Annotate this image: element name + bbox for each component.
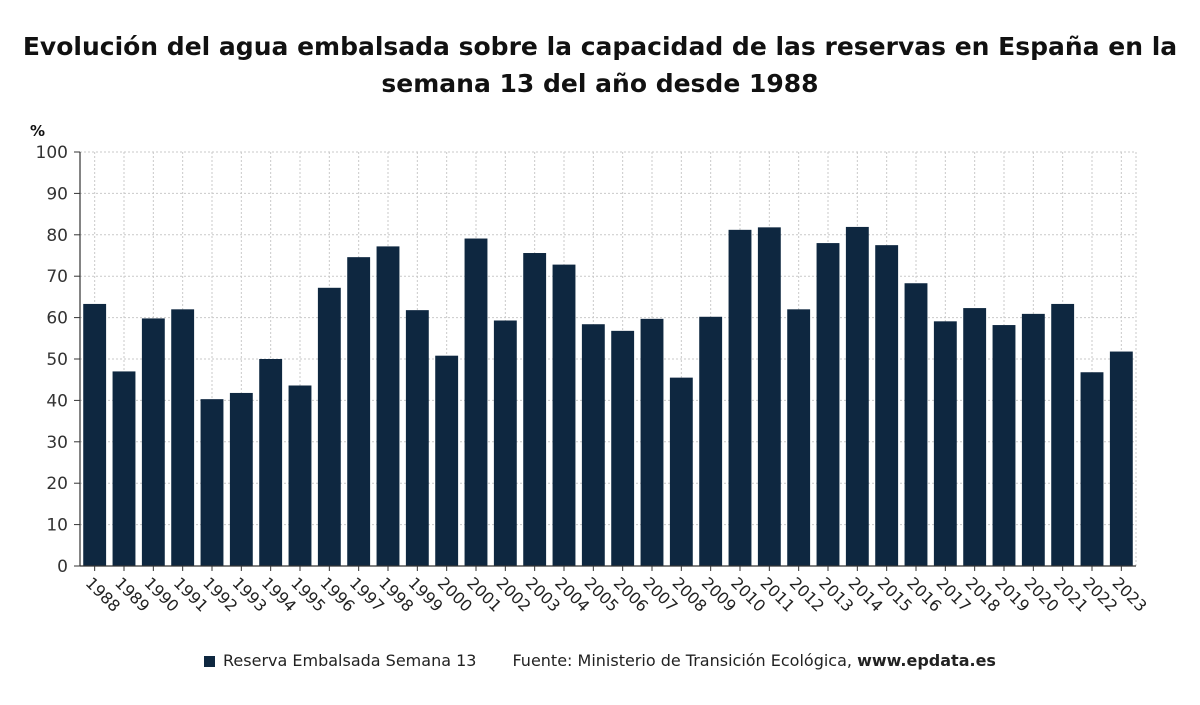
y-tick-label: 90 xyxy=(46,184,68,204)
source-label: Fuente: Ministerio de Transición Ecológi… xyxy=(512,651,852,670)
y-tick-label: 30 xyxy=(46,433,68,453)
bar-2007 xyxy=(640,318,664,566)
bar-2020 xyxy=(1021,313,1045,566)
y-tick-label: 100 xyxy=(36,143,68,163)
y-tick-label: 40 xyxy=(46,391,68,411)
bar-2015 xyxy=(875,245,899,566)
bar-1989 xyxy=(112,371,136,566)
chart-title: Evolución del agua embalsada sobre la ca… xyxy=(22,32,1178,98)
bar-1990 xyxy=(141,318,165,566)
bar-2012 xyxy=(787,309,811,566)
y-tick-label: 20 xyxy=(46,474,68,494)
bar-1993 xyxy=(229,392,253,566)
bar-1994 xyxy=(259,359,283,566)
legend-swatch xyxy=(204,656,216,667)
bar-1998 xyxy=(376,246,400,566)
bar-1995 xyxy=(288,385,312,566)
y-axis-unit-label: % xyxy=(30,122,45,140)
bar-2023 xyxy=(1109,351,1133,566)
bar-2009 xyxy=(699,316,723,566)
bar-2004 xyxy=(552,264,576,566)
bar-2010 xyxy=(728,229,752,566)
y-tick-label: 0 xyxy=(57,557,68,577)
bar-2019 xyxy=(992,325,1016,566)
bar-2006 xyxy=(611,330,635,566)
bar-2011 xyxy=(757,227,781,566)
bar-1991 xyxy=(171,309,195,566)
bar-2001 xyxy=(464,238,488,566)
bar-2005 xyxy=(581,324,605,566)
chart-legend: Reserva Embalsada Semana 13 Fuente: Minis… xyxy=(0,651,1200,670)
bar-2018 xyxy=(963,308,987,566)
bars xyxy=(83,226,1133,567)
bar-2013 xyxy=(816,243,840,566)
y-tick-label: 10 xyxy=(46,516,68,536)
bar-1999 xyxy=(405,310,429,566)
bar-2022 xyxy=(1080,372,1104,566)
bar-2003 xyxy=(523,253,547,567)
y-tick-label: 80 xyxy=(46,226,68,246)
source-url[interactable]: www.epdata.es xyxy=(857,651,996,670)
y-tick-label: 60 xyxy=(46,309,68,329)
y-tick-label: 70 xyxy=(46,267,68,287)
bar-2008 xyxy=(669,377,693,566)
bar-1992 xyxy=(200,399,224,566)
bar-1997 xyxy=(347,257,371,566)
bar-2017 xyxy=(933,321,957,566)
bar-2000 xyxy=(435,355,459,566)
legend-series-label: Reserva Embalsada Semana 13 xyxy=(223,651,477,670)
bar-2021 xyxy=(1051,303,1075,566)
y-tick-label: 50 xyxy=(46,350,68,370)
bar-1996 xyxy=(317,287,341,566)
bar-2002 xyxy=(493,320,517,566)
bar-2014 xyxy=(845,226,869,566)
bar-2016 xyxy=(904,283,928,566)
bar-1988 xyxy=(83,303,107,566)
